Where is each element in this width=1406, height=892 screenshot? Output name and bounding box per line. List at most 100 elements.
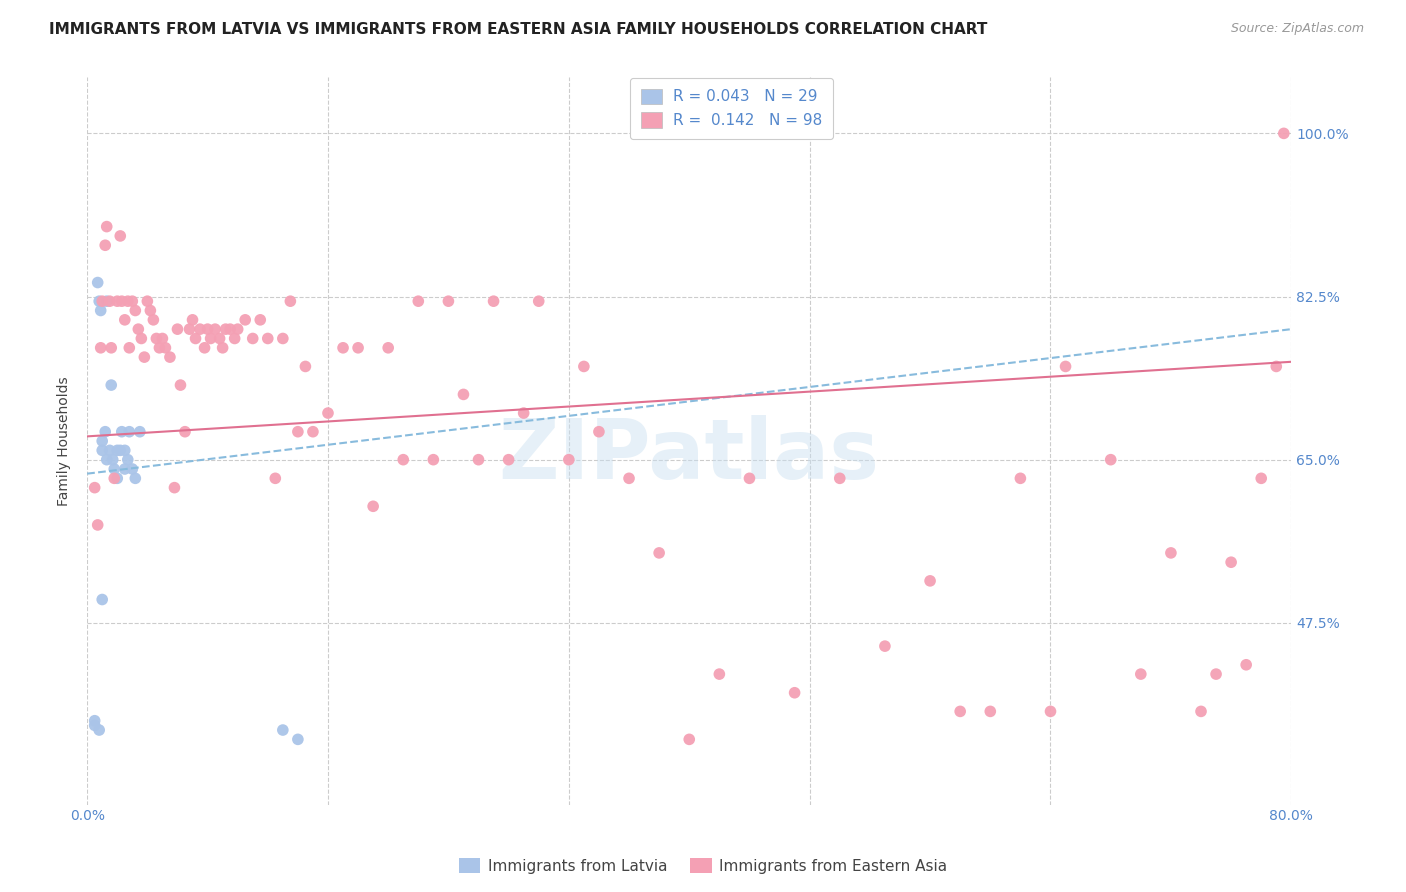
Point: [117, 452, 139, 467]
Point: [134, 350, 156, 364]
Point: [105, 471, 128, 485]
Point: [114, 313, 136, 327]
Point: [127, 322, 149, 336]
Point: [89, 723, 111, 737]
Point: [738, 471, 761, 485]
Point: [233, 313, 256, 327]
Point: [105, 443, 128, 458]
Point: [184, 331, 207, 345]
Point: [422, 452, 444, 467]
Point: [114, 462, 136, 476]
Point: [152, 331, 174, 345]
Point: [224, 331, 246, 345]
Point: [1160, 546, 1182, 560]
Point: [89, 294, 111, 309]
Point: [114, 443, 136, 458]
Point: [482, 294, 505, 309]
Point: [226, 322, 249, 336]
Point: [131, 331, 153, 345]
Point: [377, 341, 399, 355]
Point: [197, 322, 219, 336]
Point: [1039, 705, 1062, 719]
Point: [181, 313, 204, 327]
Point: [271, 331, 294, 345]
Point: [256, 331, 278, 345]
Point: [111, 294, 134, 309]
Point: [287, 732, 309, 747]
Point: [124, 303, 146, 318]
Point: [100, 378, 122, 392]
Point: [1189, 705, 1212, 719]
Point: [558, 452, 581, 467]
Point: [294, 359, 316, 374]
Point: [96, 219, 118, 234]
Point: [200, 331, 222, 345]
Point: [121, 294, 143, 309]
Point: [100, 341, 122, 355]
Point: [1054, 359, 1077, 374]
Point: [101, 452, 124, 467]
Text: ZIPatlas: ZIPatlas: [499, 415, 880, 496]
Point: [572, 359, 595, 374]
Point: [96, 452, 118, 467]
Point: [174, 425, 197, 439]
Point: [118, 425, 141, 439]
Point: [1099, 452, 1122, 467]
Point: [111, 425, 134, 439]
Legend: Immigrants from Latvia, Immigrants from Eastern Asia: Immigrants from Latvia, Immigrants from …: [453, 852, 953, 880]
Point: [211, 341, 233, 355]
Point: [316, 406, 339, 420]
Point: [142, 313, 165, 327]
Point: [83, 481, 105, 495]
Point: [91, 443, 114, 458]
Point: [949, 705, 972, 719]
Point: [648, 546, 671, 560]
Point: [264, 471, 287, 485]
Point: [96, 294, 118, 309]
Point: [617, 471, 640, 485]
Text: Source: ZipAtlas.com: Source: ZipAtlas.com: [1230, 22, 1364, 36]
Point: [467, 452, 489, 467]
Point: [124, 471, 146, 485]
Legend: R = 0.043   N = 29, R =  0.142   N = 98: R = 0.043 N = 29, R = 0.142 N = 98: [630, 78, 832, 139]
Point: [91, 592, 114, 607]
Point: [249, 313, 271, 327]
Point: [155, 341, 177, 355]
Point: [204, 322, 226, 336]
Point: [287, 425, 309, 439]
Point: [91, 294, 114, 309]
Point: [103, 471, 125, 485]
Point: [139, 303, 162, 318]
Point: [437, 294, 460, 309]
Point: [86, 517, 108, 532]
Point: [83, 714, 105, 728]
Point: [453, 387, 475, 401]
Point: [527, 294, 550, 309]
Point: [118, 341, 141, 355]
Point: [145, 331, 167, 345]
Point: [86, 276, 108, 290]
Point: [208, 331, 231, 345]
Point: [128, 425, 150, 439]
Point: [392, 452, 415, 467]
Point: [179, 322, 201, 336]
Point: [103, 462, 125, 476]
Point: [117, 294, 139, 309]
Point: [1265, 359, 1288, 374]
Point: [783, 686, 806, 700]
Point: [193, 341, 215, 355]
Point: [302, 425, 325, 439]
Point: [347, 341, 370, 355]
Point: [219, 322, 242, 336]
Point: [94, 238, 117, 252]
Point: [188, 322, 211, 336]
Point: [678, 732, 700, 747]
Point: [136, 294, 159, 309]
Point: [110, 443, 132, 458]
Point: [90, 341, 112, 355]
Point: [121, 462, 143, 476]
Point: [1010, 471, 1032, 485]
Text: IMMIGRANTS FROM LATVIA VS IMMIGRANTS FROM EASTERN ASIA FAMILY HOUSEHOLDS CORRELA: IMMIGRANTS FROM LATVIA VS IMMIGRANTS FRO…: [49, 22, 987, 37]
Point: [169, 378, 191, 392]
Point: [408, 294, 430, 309]
